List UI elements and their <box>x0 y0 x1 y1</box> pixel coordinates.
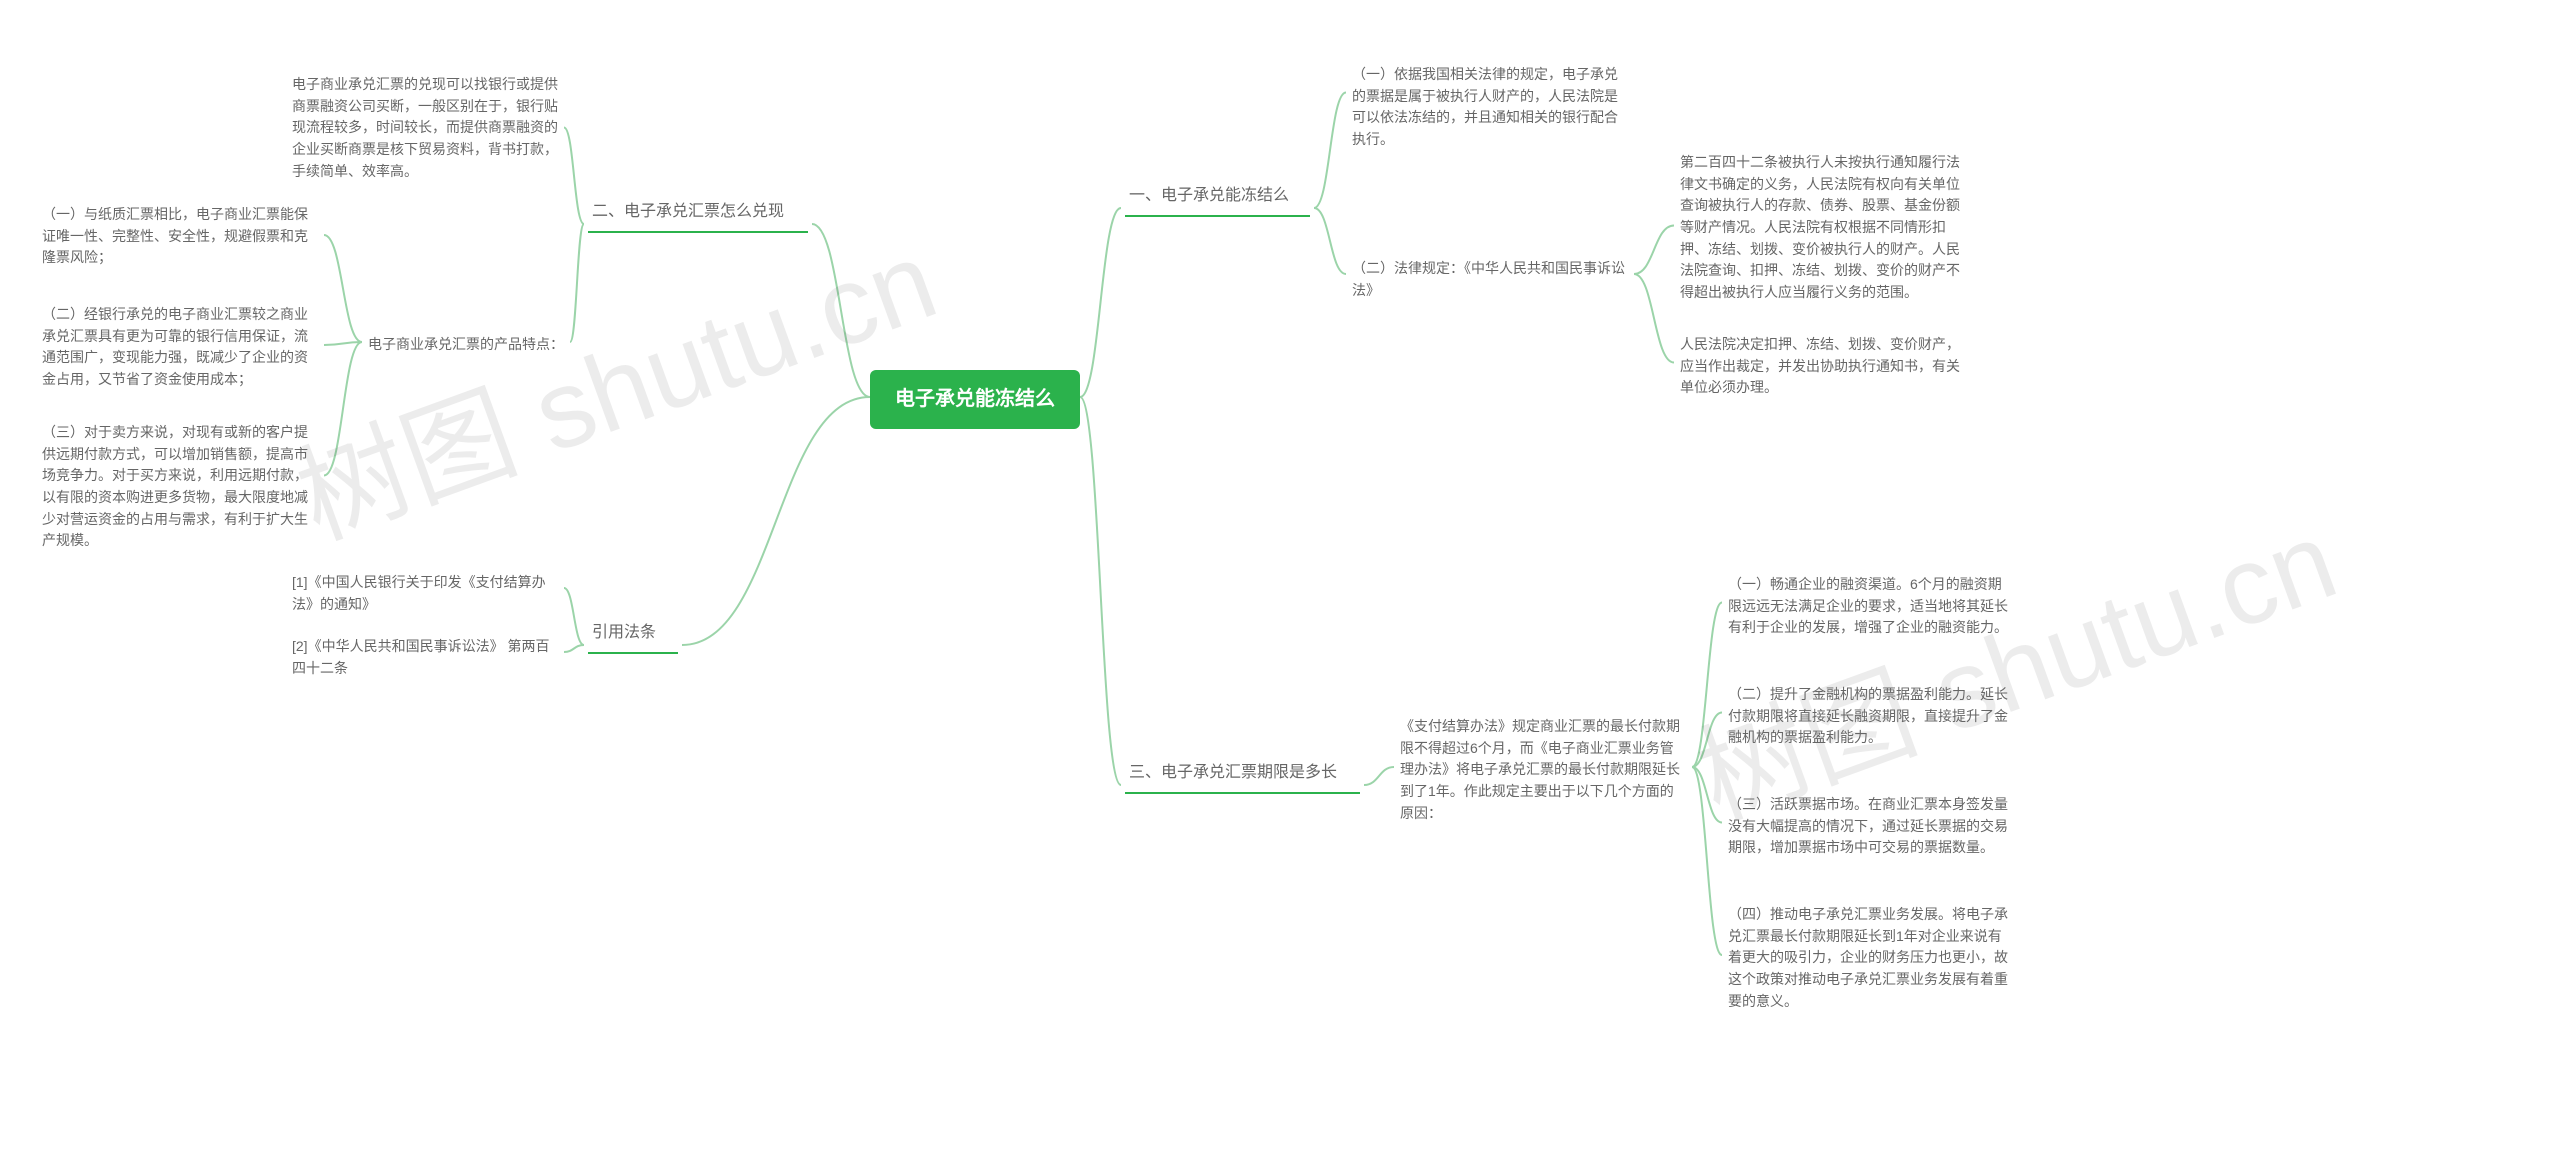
b3-1-1-label: （一）畅通企业的融资渠道。6个月的融资期限远远无法满足企业的要求，适当地将其延长… <box>1728 576 2008 635</box>
b2: 二、电子承兑汇票怎么兑现 <box>588 194 808 233</box>
center-node: 电子承兑能冻结么 <box>870 370 1080 429</box>
b1-2-1-label: 第二百四十二条被执行人未按执行通知履行法律文书确定的义务，人民法院有权向有关单位… <box>1680 154 1960 300</box>
b3-1-3: （三）活跃票据市场。在商业汇票本身签发量没有大幅提高的情况下，通过延长票据的交易… <box>1726 790 2016 863</box>
b3-label: 三、电子承兑汇票期限是多长 <box>1129 764 1337 781</box>
b2-1-label: 电子商业承兑汇票的兑现可以找银行或提供商票融资公司买断，一般区别在于，银行贴现流… <box>292 76 558 179</box>
b_ref-label: 引用法条 <box>592 624 656 641</box>
b3-1-1: （一）畅通企业的融资渠道。6个月的融资期限远远无法满足企业的要求，适当地将其延长… <box>1726 570 2016 643</box>
center-node-label: 电子承兑能冻结么 <box>895 388 1055 410</box>
b2-label: 二、电子承兑汇票怎么兑现 <box>592 203 784 220</box>
b3-1-4-label: （四）推动电子承兑汇票业务发展。将电子承兑汇票最长付款期限延长到1年对企业来说有… <box>1728 906 2008 1009</box>
b_ref: 引用法条 <box>588 615 678 654</box>
b1-label: 一、电子承兑能冻结么 <box>1129 187 1289 204</box>
b2-2-label: 电子商业承兑汇票的产品特点： <box>368 336 564 352</box>
b3-1: 《支付结算办法》规定商业汇票的最长付款期限不得超过6个月，而《电子商业汇票业务管… <box>1398 712 1688 828</box>
b2-2-2-label: （二）经银行承兑的电子商业汇票较之商业承兑汇票具有更为可靠的银行信用保证，流通范… <box>42 306 308 387</box>
b3-1-4: （四）推动电子承兑汇票业务发展。将电子承兑汇票最长付款期限延长到1年对企业来说有… <box>1726 900 2016 1016</box>
b1-2-label: （二）法律规定：《中华人民共和国民事诉讼法》 <box>1352 260 1625 298</box>
b2-2-1: （一）与纸质汇票相比，电子商业汇票能保证唯一性、完整性、安全性，规避假票和克隆票… <box>40 200 320 273</box>
b1-1: （一）依据我国相关法律的规定，电子承兑的票据是属于被执行人财产的，人民法院是可以… <box>1350 60 1630 155</box>
ref-1: [1]《中国人民银行关于印发《支付结算办法》的通知》 <box>290 568 560 619</box>
b1-2-2-label: 人民法院决定扣押、冻结、划拨、变价财产，应当作出裁定，并发出协助执行通知书，有关… <box>1680 336 1960 395</box>
b2-2-1-label: （一）与纸质汇票相比，电子商业汇票能保证唯一性、完整性、安全性，规避假票和克隆票… <box>42 206 308 265</box>
b1-2-1: 第二百四十二条被执行人未按执行通知履行法律文书确定的义务，人民法院有权向有关单位… <box>1678 148 1968 308</box>
b1: 一、电子承兑能冻结么 <box>1125 178 1310 217</box>
ref-1-label: [1]《中国人民银行关于印发《支付结算办法》的通知》 <box>292 574 546 612</box>
b1-2: （二）法律规定：《中华人民共和国民事诉讼法》 <box>1350 254 1630 305</box>
ref-2-label: [2]《中华人民共和国民事诉讼法》 第两百四十二条 <box>292 638 549 676</box>
b2-2-3-label: （三）对于卖方来说，对现有或新的客户提供远期付款方式，可以增加销售额，提高市场竞… <box>42 424 308 548</box>
b3-1-2-label: （二）提升了金融机构的票据盈利能力。延长付款期限将直接延长融资期限，直接提升了金… <box>1728 686 2008 745</box>
b2-1: 电子商业承兑汇票的兑现可以找银行或提供商票融资公司买断，一般区别在于，银行贴现流… <box>290 70 560 186</box>
b1-2-2: 人民法院决定扣押、冻结、划拨、变价财产，应当作出裁定，并发出协助执行通知书，有关… <box>1678 330 1968 403</box>
b3: 三、电子承兑汇票期限是多长 <box>1125 755 1360 794</box>
b1-1-label: （一）依据我国相关法律的规定，电子承兑的票据是属于被执行人财产的，人民法院是可以… <box>1352 66 1618 147</box>
watermark: 树图 shutu.cn <box>273 191 954 569</box>
b3-1-2: （二）提升了金融机构的票据盈利能力。延长付款期限将直接延长融资期限，直接提升了金… <box>1726 680 2016 753</box>
b3-1-3-label: （三）活跃票据市场。在商业汇票本身签发量没有大幅提高的情况下，通过延长票据的交易… <box>1728 796 2008 855</box>
ref-2: [2]《中华人民共和国民事诉讼法》 第两百四十二条 <box>290 632 560 683</box>
b2-2: 电子商业承兑汇票的产品特点： <box>366 330 566 360</box>
b3-1-label: 《支付结算办法》规定商业汇票的最长付款期限不得超过6个月，而《电子商业汇票业务管… <box>1400 718 1680 821</box>
b2-2-3: （三）对于卖方来说，对现有或新的客户提供远期付款方式，可以增加销售额，提高市场竞… <box>40 418 320 556</box>
b2-2-2: （二）经银行承兑的电子商业汇票较之商业承兑汇票具有更为可靠的银行信用保证，流通范… <box>40 300 320 395</box>
